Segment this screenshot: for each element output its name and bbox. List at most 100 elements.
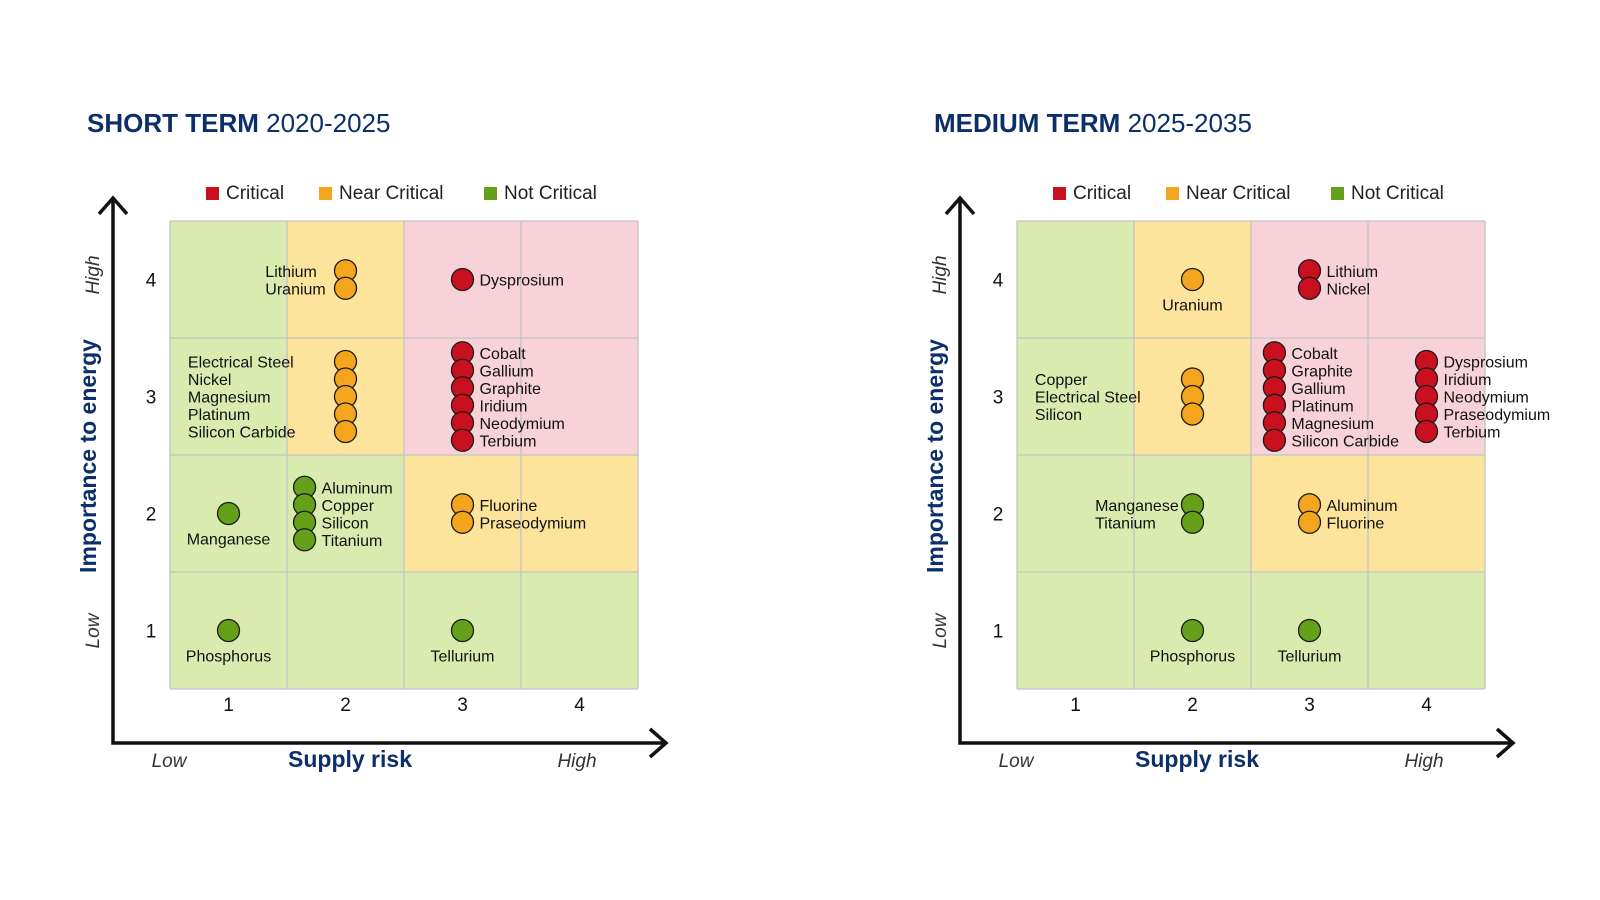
short-term-zone-not — [287, 572, 404, 689]
medium-term-y-tick-label: 3 — [993, 388, 1004, 409]
medium-term-x-high-label: High — [1404, 751, 1443, 772]
short-term-point-label-lithium: Lithium — [265, 264, 317, 281]
short-term-zone-critical — [521, 221, 638, 338]
medium-term-point-fluorine — [1297, 510, 1322, 534]
short-term-legend-label-not_critical: Not Critical — [504, 183, 597, 204]
short-term-point-label-uranium: Uranium — [265, 281, 325, 298]
short-term-point-label-electrical-steel: Electrical Steel — [188, 355, 294, 372]
medium-term-title-period: 2025-2035 — [1127, 108, 1252, 138]
medium-term-legend-label-near_critical: Near Critical — [1186, 183, 1291, 204]
medium-term-x-tick-label: 4 — [1421, 695, 1432, 716]
medium-term-zone-near — [1368, 455, 1485, 572]
short-term-x-tick-label: 1 — [223, 695, 234, 716]
medium-term-point-label-electrical-steel: Electrical Steel — [1035, 390, 1141, 407]
short-term-zone-critical — [521, 338, 638, 455]
medium-term-x-tick-label: 3 — [1304, 695, 1315, 716]
medium-term-point-label-aluminum: Aluminum — [1327, 498, 1398, 515]
medium-term-point-label-iridium: Iridium — [1444, 372, 1492, 389]
short-term-y-tick-label: 4 — [146, 271, 157, 292]
medium-term-point-titanium — [1180, 510, 1205, 534]
medium-term-point-label-graphite: Graphite — [1291, 363, 1352, 380]
short-term-x-axis-title: Supply risk — [288, 746, 412, 772]
medium-term-y-tick-label: 1 — [993, 622, 1004, 643]
short-term-point-label-copper: Copper — [322, 498, 375, 515]
medium-term-zone-not — [1017, 572, 1134, 689]
short-term-legend-label-near_critical: Near Critical — [339, 183, 444, 204]
short-term-axes — [111, 198, 666, 745]
medium-term-y-arrow — [944, 195, 976, 216]
short-term-legend-swatch-near_critical — [319, 187, 332, 200]
short-term-point-praseodymium — [450, 510, 475, 534]
short-term-point-label-aluminum: Aluminum — [322, 480, 393, 497]
medium-term-point-label-fluorine: Fluorine — [1327, 515, 1385, 532]
short-term-point-label-titanium: Titanium — [322, 533, 383, 550]
medium-term-point-label-silicon: Silicon — [1035, 407, 1082, 424]
short-term-point-label-terbium: Terbium — [480, 433, 537, 450]
medium-term-zone-not — [1017, 338, 1134, 455]
medium-term-point-label-cobalt: Cobalt — [1291, 346, 1338, 363]
medium-term-point-label-copper: Copper — [1035, 372, 1088, 389]
short-term-point-label-praseodymium: Praseodymium — [480, 515, 587, 532]
medium-term-zone-not — [1017, 221, 1134, 338]
short-term-zone-not — [170, 221, 287, 338]
medium-term-point-label-terbium: Terbium — [1444, 425, 1501, 442]
medium-term-point-label-phosphorus: Phosphorus — [1150, 649, 1235, 666]
medium-term-point-label-manganese: Manganese — [1095, 498, 1179, 515]
short-term-y-high-label: High — [83, 255, 104, 294]
short-term-point-tellurium — [450, 618, 475, 643]
short-term-point-silicon-carbide — [333, 419, 358, 444]
short-term-point-uranium — [333, 276, 358, 300]
medium-term-x-low-label: Low — [999, 751, 1035, 772]
medium-term-title-bold: MEDIUM TERM — [934, 108, 1121, 138]
short-term-point-label-manganese: Manganese — [187, 532, 271, 549]
medium-term-legend-swatch-near_critical — [1166, 187, 1179, 200]
medium-term-point-label-dysprosium: Dysprosium — [1444, 355, 1528, 372]
short-term-y-axis-title: Importance to energy — [75, 339, 101, 573]
short-term-x-high-label: High — [557, 751, 596, 772]
medium-term-legend-swatch-critical — [1053, 187, 1066, 200]
short-term-title: SHORT TERM 2020-2025 — [87, 108, 390, 139]
medium-term-axes — [958, 198, 1513, 745]
medium-term-point-label-neodymium: Neodymium — [1444, 390, 1529, 407]
short-term-point-terbium — [450, 428, 475, 452]
short-term-y-tick-label: 1 — [146, 622, 157, 643]
medium-term-x-arrow — [1495, 727, 1516, 759]
medium-term-point-tellurium — [1297, 618, 1322, 643]
medium-term-point-label-titanium: Titanium — [1095, 515, 1156, 532]
short-term-y-arrow — [97, 195, 129, 216]
short-term-zone-not — [170, 338, 287, 455]
short-term-point-manganese — [216, 501, 241, 526]
short-term-chart: 1 2 3 4 1 2 3 4 Supply risk Low High Importance to … — [75, 183, 669, 772]
short-term-point-label-silicon: Silicon — [322, 515, 369, 532]
short-term-title-period: 2020-2025 — [266, 108, 391, 138]
medium-term-y-tick-label: 4 — [993, 271, 1004, 292]
short-term-x-tick-label: 3 — [457, 695, 468, 716]
medium-term-y-low-label: Low — [930, 612, 951, 648]
medium-term-zone-critical — [1368, 221, 1485, 338]
medium-term-point-label-uranium: Uranium — [1162, 298, 1222, 315]
medium-term-legend-label-critical: Critical — [1073, 183, 1131, 204]
medium-term-title: MEDIUM TERM 2025-2035 — [934, 108, 1252, 139]
medium-term-point-silicon — [1180, 402, 1205, 426]
short-term-point-label-cobalt: Cobalt — [480, 346, 527, 363]
short-term-title-bold: SHORT TERM — [87, 108, 259, 138]
short-term-y-tick-label: 2 — [146, 505, 157, 526]
medium-term-point-label-tellurium: Tellurium — [1277, 649, 1341, 666]
short-term-x-low-label: Low — [152, 751, 188, 772]
short-term-point-label-tellurium: Tellurium — [430, 649, 494, 666]
short-term-x-tick-label: 4 — [574, 695, 585, 716]
short-term-point-label-platinum: Platinum — [188, 407, 250, 424]
short-term-point-label-dysprosium: Dysprosium — [480, 273, 564, 290]
medium-term-point-label-lithium: Lithium — [1327, 264, 1379, 281]
medium-term-legend-label-not_critical: Not Critical — [1351, 183, 1444, 204]
medium-term-point-silicon-carbide — [1262, 428, 1287, 452]
medium-term-chart: 1 2 3 4 1 2 3 4 Supply risk Low High Importance to … — [922, 183, 1550, 772]
medium-term-point-nickel — [1297, 276, 1322, 300]
medium-term-x-tick-label: 2 — [1187, 695, 1198, 716]
medium-term-zone-not — [1368, 572, 1485, 689]
medium-term-point-label-gallium: Gallium — [1291, 381, 1345, 398]
short-term-point-dysprosium — [450, 267, 475, 292]
short-term-y-low-label: Low — [83, 612, 104, 648]
